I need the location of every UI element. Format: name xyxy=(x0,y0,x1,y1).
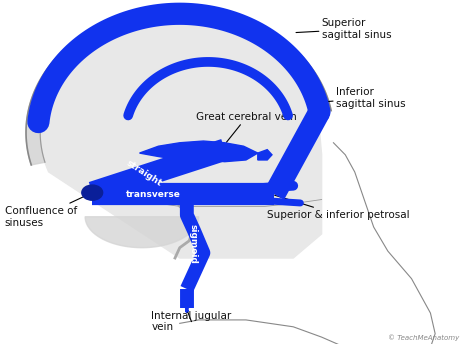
Polygon shape xyxy=(40,17,322,258)
Polygon shape xyxy=(85,217,199,248)
Text: Great cerebral vein: Great cerebral vein xyxy=(196,112,297,142)
Circle shape xyxy=(82,185,103,200)
Polygon shape xyxy=(140,141,258,162)
Text: transverse: transverse xyxy=(126,190,181,199)
Text: Confluence of
sinuses: Confluence of sinuses xyxy=(5,194,90,227)
Text: Superior
sagittal sinus: Superior sagittal sinus xyxy=(296,19,391,40)
Text: Internal jugular
vein: Internal jugular vein xyxy=(151,311,232,332)
Text: Superior & inferior petrosal: Superior & inferior petrosal xyxy=(267,195,410,220)
Text: Inferior
sagittal sinus: Inferior sagittal sinus xyxy=(310,87,405,109)
Text: © TeachMeAnatomy: © TeachMeAnatomy xyxy=(387,334,459,341)
Polygon shape xyxy=(258,150,272,160)
Polygon shape xyxy=(26,7,331,165)
Text: sigmoid: sigmoid xyxy=(188,224,198,264)
Text: straight: straight xyxy=(125,159,164,189)
